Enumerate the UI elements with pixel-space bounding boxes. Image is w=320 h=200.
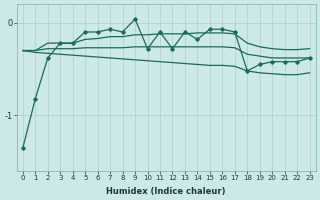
X-axis label: Humidex (Indice chaleur): Humidex (Indice chaleur) — [107, 187, 226, 196]
